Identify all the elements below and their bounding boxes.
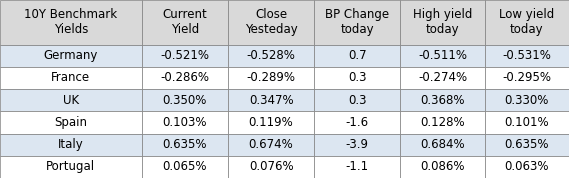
- Bar: [228, 67, 314, 89]
- Text: -0.286%: -0.286%: [160, 71, 209, 84]
- Bar: [228, 111, 314, 134]
- Bar: [401, 89, 485, 111]
- Bar: [0, 0, 142, 44]
- Text: 0.119%: 0.119%: [249, 116, 294, 129]
- Bar: [401, 156, 485, 178]
- Bar: [142, 134, 228, 156]
- Text: -0.511%: -0.511%: [418, 49, 467, 62]
- Text: 0.3: 0.3: [348, 71, 366, 84]
- Text: 0.065%: 0.065%: [163, 160, 207, 173]
- Text: 0.076%: 0.076%: [249, 160, 294, 173]
- Bar: [485, 67, 569, 89]
- Text: -1.6: -1.6: [346, 116, 369, 129]
- Text: -0.531%: -0.531%: [502, 49, 551, 62]
- Text: 0.368%: 0.368%: [420, 94, 465, 107]
- Text: France: France: [51, 71, 90, 84]
- Bar: [314, 44, 401, 67]
- Text: -0.289%: -0.289%: [246, 71, 295, 84]
- Text: Germany: Germany: [44, 49, 98, 62]
- Text: Current
Yield: Current Yield: [163, 8, 207, 36]
- Bar: [401, 44, 485, 67]
- Text: 0.347%: 0.347%: [249, 94, 294, 107]
- Text: High yield
today: High yield today: [413, 8, 472, 36]
- Text: BP Change
today: BP Change today: [325, 8, 389, 36]
- Text: 0.635%: 0.635%: [163, 138, 207, 151]
- Bar: [485, 134, 569, 156]
- Bar: [314, 0, 401, 44]
- Bar: [401, 134, 485, 156]
- Text: 0.674%: 0.674%: [249, 138, 294, 151]
- Bar: [0, 156, 142, 178]
- Bar: [314, 134, 401, 156]
- Bar: [0, 89, 142, 111]
- Bar: [485, 111, 569, 134]
- Text: 0.635%: 0.635%: [505, 138, 549, 151]
- Bar: [0, 67, 142, 89]
- Bar: [485, 156, 569, 178]
- Bar: [485, 44, 569, 67]
- Bar: [485, 89, 569, 111]
- Text: 0.103%: 0.103%: [163, 116, 207, 129]
- Bar: [228, 0, 314, 44]
- Bar: [401, 67, 485, 89]
- Bar: [314, 67, 401, 89]
- Text: 0.128%: 0.128%: [420, 116, 465, 129]
- Text: -0.528%: -0.528%: [246, 49, 295, 62]
- Text: UK: UK: [63, 94, 79, 107]
- Text: -0.274%: -0.274%: [418, 71, 467, 84]
- Bar: [485, 0, 569, 44]
- Bar: [0, 44, 142, 67]
- Bar: [314, 156, 401, 178]
- Text: Close
Yesteday: Close Yesteday: [245, 8, 298, 36]
- Bar: [314, 89, 401, 111]
- Text: 0.086%: 0.086%: [420, 160, 465, 173]
- Bar: [228, 44, 314, 67]
- Bar: [142, 0, 228, 44]
- Text: Low yield
today: Low yield today: [499, 8, 554, 36]
- Bar: [0, 134, 142, 156]
- Text: 0.101%: 0.101%: [505, 116, 549, 129]
- Bar: [228, 89, 314, 111]
- Bar: [401, 111, 485, 134]
- Bar: [142, 111, 228, 134]
- Bar: [0, 111, 142, 134]
- Text: -0.295%: -0.295%: [502, 71, 551, 84]
- Text: 0.684%: 0.684%: [420, 138, 465, 151]
- Text: 0.330%: 0.330%: [505, 94, 549, 107]
- Bar: [142, 156, 228, 178]
- Bar: [228, 156, 314, 178]
- Bar: [228, 134, 314, 156]
- Text: 10Y Benchmark
Yields: 10Y Benchmark Yields: [24, 8, 117, 36]
- Text: 0.350%: 0.350%: [163, 94, 207, 107]
- Text: Portugal: Portugal: [46, 160, 96, 173]
- Bar: [401, 0, 485, 44]
- Text: Italy: Italy: [58, 138, 84, 151]
- Bar: [142, 44, 228, 67]
- Text: -1.1: -1.1: [346, 160, 369, 173]
- Bar: [142, 67, 228, 89]
- Bar: [142, 89, 228, 111]
- Text: 0.7: 0.7: [348, 49, 366, 62]
- Text: -0.521%: -0.521%: [160, 49, 209, 62]
- Bar: [314, 111, 401, 134]
- Text: Spain: Spain: [55, 116, 88, 129]
- Text: 0.063%: 0.063%: [505, 160, 549, 173]
- Text: -3.9: -3.9: [346, 138, 369, 151]
- Text: 0.3: 0.3: [348, 94, 366, 107]
